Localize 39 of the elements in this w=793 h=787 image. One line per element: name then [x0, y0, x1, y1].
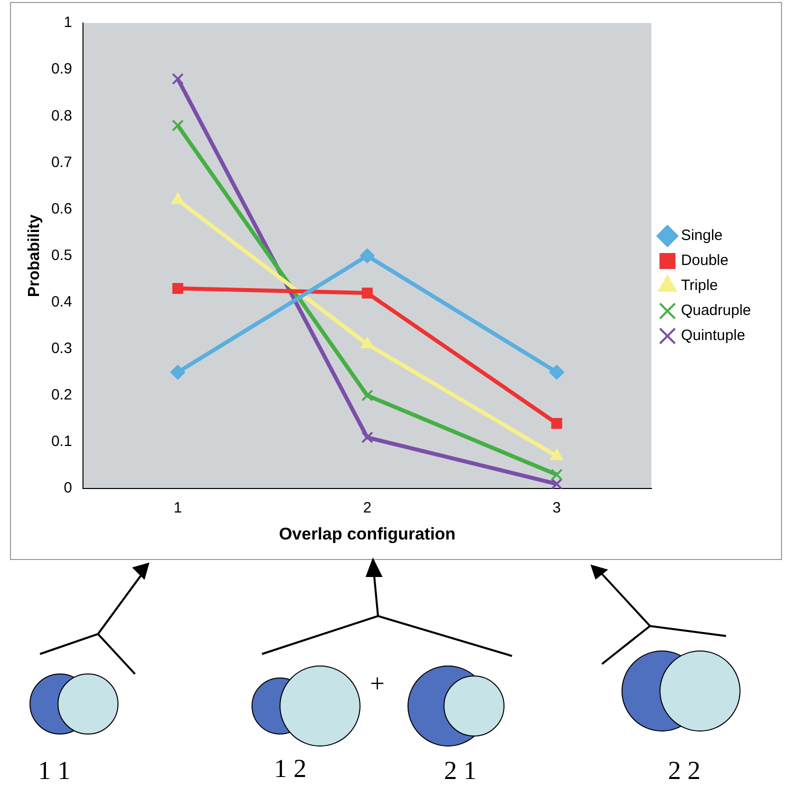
point — [550, 448, 564, 460]
text: 1 1 — [38, 756, 70, 786]
x-tick-label: 2 — [363, 500, 372, 517]
y-tick-label: 0.9 — [51, 60, 72, 78]
point — [361, 431, 374, 444]
y-tick-label: 0.5 — [51, 246, 72, 264]
point — [172, 119, 184, 132]
text: 2 2 — [668, 756, 700, 786]
y-tick-label: 1 — [64, 14, 72, 32]
x-tick-label: 1 — [174, 500, 182, 517]
point — [550, 478, 563, 489]
point — [361, 390, 374, 402]
y-tick-label: 0 — [64, 480, 72, 497]
legend-label: Double — [680, 252, 728, 270]
legend-label: Single — [680, 227, 723, 244]
point — [549, 364, 564, 380]
y-tick-label: 0.8 — [51, 107, 72, 124]
legend-label: Quintuple — [680, 327, 746, 344]
point — [550, 468, 563, 481]
legend-label: Quadruple — [680, 302, 752, 320]
point — [362, 288, 373, 298]
y-tick-label: 0.7 — [51, 154, 72, 171]
text: 2 1 — [444, 756, 476, 786]
y-tick-label: 0.3 — [51, 340, 72, 358]
point — [551, 418, 562, 429]
y-tick-label: 0.2 — [51, 386, 72, 404]
y-tick-label: 0.4 — [51, 294, 72, 310]
text: 1 2 — [274, 754, 306, 784]
y-tick-label: 0.1 — [51, 433, 72, 450]
x-tick-label: 3 — [552, 500, 561, 517]
x-axis-title: Overlap configuration — [278, 524, 456, 544]
y-axis-title: Probability — [26, 214, 44, 298]
legend-label: Triple — [680, 277, 718, 294]
point — [170, 364, 186, 380]
point — [172, 282, 184, 294]
point — [172, 72, 184, 85]
point — [360, 248, 375, 264]
text: + — [370, 669, 385, 699]
y-tick-label: 0.6 — [51, 200, 72, 218]
